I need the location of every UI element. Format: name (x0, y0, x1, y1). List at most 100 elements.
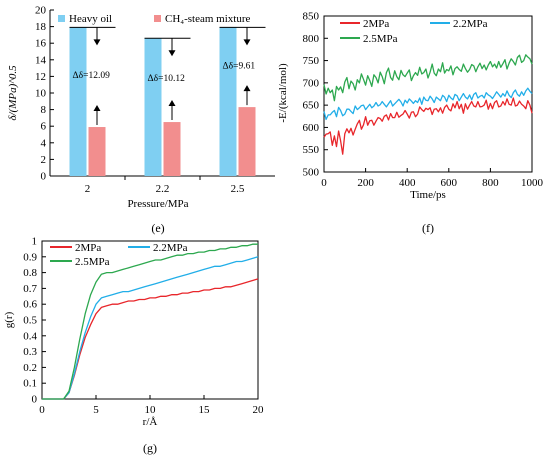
e-legend-swatch-ch4 (154, 15, 161, 22)
f-y-tick-label: 550 (303, 144, 320, 156)
g-y-axis-label: g(r) (3, 311, 15, 328)
g-legend-2mpa: 2MPa (75, 242, 101, 254)
g-x-tick-label: 5 (93, 404, 99, 416)
f-series-25mpa (323, 54, 533, 102)
panel-f: 500 550 600 650 700 750 800 850 0 200 400 600 800 10… (277, 11, 544, 236)
e-x-tick-label: 2.2 (156, 183, 170, 195)
g-y-tick-label: 1 (32, 236, 38, 248)
f-x-tick-label: 400 (399, 177, 416, 189)
f-legend-25mpa: 2.5MPa (363, 33, 398, 45)
e-bars (69, 27, 256, 177)
g-y-ticks: 0 0.1 0.2 0.3 0.4 0.5 0.6 0.7 0.8 0.9 1 (23, 236, 46, 406)
e-bar-ch4-steam (238, 107, 256, 176)
e-bar-heavy-oil (219, 27, 237, 177)
f-legend-2mpa: 2MPa (363, 18, 389, 30)
f-y-tick-label: 500 (303, 167, 320, 179)
e-arrow-down-head (243, 39, 251, 46)
e-y-tick-label: 8 (41, 104, 47, 116)
g-x-axis-label: r/Å (143, 416, 158, 428)
f-y-tick-label: 850 (303, 11, 320, 23)
f-y-tick-label: 750 (303, 55, 320, 67)
e-legend: Heavy oil CH₄-steam mixture (58, 13, 251, 25)
e-arrow-up-head (93, 105, 101, 112)
e-x-axis-label: Pressure/MPa (127, 198, 188, 210)
g-x-tick-label: 15 (199, 404, 211, 416)
g-y-tick-label: 0.4 (23, 330, 37, 342)
g-legend-25mpa: 2.5MPa (75, 256, 110, 268)
e-y-tick-label: 0 (41, 171, 47, 183)
g-legend: 2MPa 2.2MPa 2.5MPa (50, 242, 188, 268)
f-y-tick-label: 600 (303, 122, 320, 134)
e-bar-heavy-oil (69, 27, 87, 177)
f-y-ticks: 500 550 600 650 700 750 800 850 (303, 11, 328, 179)
g-y-tick-label: 0 (32, 394, 38, 406)
g-x-ticks: 0 5 10 15 20 (39, 395, 264, 416)
g-panel-label: (g) (143, 441, 157, 455)
f-series-lines (323, 54, 533, 155)
e-y-tick-label: 14 (35, 54, 47, 66)
e-legend-swatch-heavy-oil (58, 15, 65, 22)
e-y-tick-label: 18 (35, 21, 47, 33)
e-annotations: Δδ=12.09 Δδ=10.12 Δδ=9.61 (69, 26, 266, 126)
g-series-2mpa (42, 278, 259, 400)
panel-g: 0 0.1 0.2 0.3 0.4 0.5 0.6 0.7 0.8 0.9 1 0 5 10 15 20 2… (3, 236, 264, 456)
f-x-ticks: 0 200 400 600 800 1000 (321, 168, 544, 189)
e-panel-label: (e) (151, 221, 164, 235)
g-y-tick-label: 0.8 (23, 267, 37, 279)
e-legend-heavy-oil: Heavy oil (69, 13, 112, 25)
f-legend-22mpa: 2.2MPa (453, 18, 488, 30)
f-plot-frame (323, 15, 533, 173)
e-y-tick-label: 4 (41, 137, 47, 149)
e-y-tick-label: 20 (35, 5, 47, 17)
e-y-tick-label: 16 (35, 38, 47, 50)
e-delta-label: Δδ=10.12 (148, 74, 186, 84)
g-x-tick-label: 0 (39, 404, 45, 416)
e-delta-label: Δδ=9.61 (223, 61, 256, 71)
f-x-tick-label: 0 (321, 177, 327, 189)
f-y-tick-label: 800 (303, 33, 320, 45)
f-x-tick-label: 200 (357, 177, 374, 189)
g-legend-22mpa: 2.2MPa (153, 242, 188, 254)
e-arrow-up-head (243, 85, 251, 92)
e-x-ticks: 2 2.2 2.5 (85, 176, 245, 195)
f-x-axis-label: Time/ps (410, 189, 446, 201)
e-arrow-down-head (93, 39, 101, 46)
panel-e: 0 2 4 6 8 10 12 14 16 18 20 2 2.2 2.5 Δδ=12.09 Δδ=10.… (7, 5, 275, 235)
e-arrow-up-head (168, 100, 176, 107)
g-y-tick-label: 0.2 (23, 362, 37, 374)
f-series-22mpa (323, 87, 533, 121)
f-x-tick-label: 800 (482, 177, 499, 189)
f-y-tick-label: 700 (303, 77, 320, 89)
e-y-tick-label: 6 (41, 121, 47, 133)
e-y-ticks: 0 2 4 6 8 10 12 14 16 18 20 (35, 5, 54, 183)
f-y-axis-label: -E/(kcal/mol) (277, 63, 289, 123)
e-bar-ch4-steam (163, 122, 181, 176)
e-bar-heavy-oil (144, 38, 162, 176)
g-y-tick-label: 0.7 (23, 283, 37, 295)
f-series-2mpa (323, 97, 533, 155)
g-y-tick-label: 0.9 (23, 251, 37, 263)
e-delta-label: Δδ=12.09 (73, 71, 111, 81)
g-y-tick-label: 0.5 (23, 315, 37, 327)
e-y-tick-label: 10 (35, 88, 47, 100)
f-y-tick-label: 650 (303, 100, 320, 112)
f-x-tick-label: 1000 (521, 177, 544, 189)
g-y-tick-label: 0.1 (23, 378, 37, 390)
f-panel-label: (f) (422, 221, 434, 235)
g-series-22mpa (42, 256, 259, 400)
g-x-tick-label: 10 (145, 404, 157, 416)
g-y-tick-label: 0.3 (23, 346, 37, 358)
f-x-tick-label: 600 (441, 177, 458, 189)
e-bar-ch4-steam (88, 127, 106, 176)
e-x-tick-label: 2.5 (231, 183, 245, 195)
e-y-axis-label: δ/(MPa)^0.5 (7, 65, 19, 121)
e-y-tick-label: 12 (35, 71, 46, 83)
e-y-tick-label: 2 (41, 154, 47, 166)
e-x-tick-label: 2 (85, 183, 91, 195)
f-legend: 2MPa 2.2MPa 2.5MPa (340, 18, 488, 45)
e-legend-ch4: CH₄-steam mixture (165, 13, 251, 25)
e-arrow-down-head (168, 50, 176, 57)
g-x-tick-label: 20 (253, 404, 265, 416)
g-series-lines (42, 243, 259, 400)
